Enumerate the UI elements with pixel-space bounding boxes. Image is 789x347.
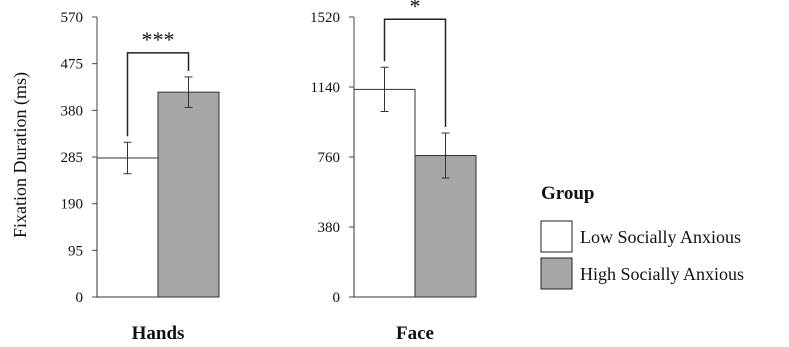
- y-tick-label: 380: [61, 103, 84, 119]
- y-tick-label: 0: [333, 290, 341, 306]
- bar-high: [414, 155, 477, 298]
- y-tick-label: 380: [318, 220, 341, 236]
- y-axis-title: Fixation Duration (ms): [10, 72, 31, 238]
- bar-low: [96, 157, 159, 298]
- panel-hands: 0 95 190 285 380 475 570 *** Hands: [61, 10, 220, 344]
- y-tick-label: 475: [61, 57, 84, 73]
- chart-panels: 0 95 190 285 380 475 570 *** Hands 0 380 760 1140 152…: [61, 0, 477, 344]
- y-tick-label: 190: [61, 197, 84, 213]
- y-tick-label: 0: [76, 290, 84, 306]
- y-tick-label: 760: [318, 150, 341, 166]
- significance-bracket: [126, 52, 190, 137]
- y-tick-label: 285: [61, 150, 84, 166]
- significance-marker: *: [410, 0, 421, 18]
- significance-bracket: [383, 18, 447, 128]
- y-tick-label: 1140: [311, 80, 340, 96]
- y-tick-label: 570: [61, 10, 84, 26]
- legend-label-low: Low Socially Anxious: [580, 227, 741, 247]
- bar-high: [157, 91, 220, 298]
- legend-swatch-low: [540, 220, 573, 253]
- panel-title: Hands: [132, 323, 185, 344]
- y-tick-label: 95: [68, 243, 83, 259]
- legend-title: Group: [541, 183, 595, 204]
- legend-label-high: High Socially Anxious: [580, 264, 744, 284]
- panel-face: 0 380 760 1140 1520 * Face: [310, 0, 477, 344]
- legend-swatch-high: [540, 257, 573, 290]
- significance-marker: ***: [142, 27, 175, 52]
- panel-title: Face: [396, 323, 434, 344]
- y-tick-label: 1520: [310, 10, 340, 26]
- legend: Group Low Socially Anxious High Socially…: [540, 183, 744, 290]
- bar-low: [353, 88, 416, 298]
